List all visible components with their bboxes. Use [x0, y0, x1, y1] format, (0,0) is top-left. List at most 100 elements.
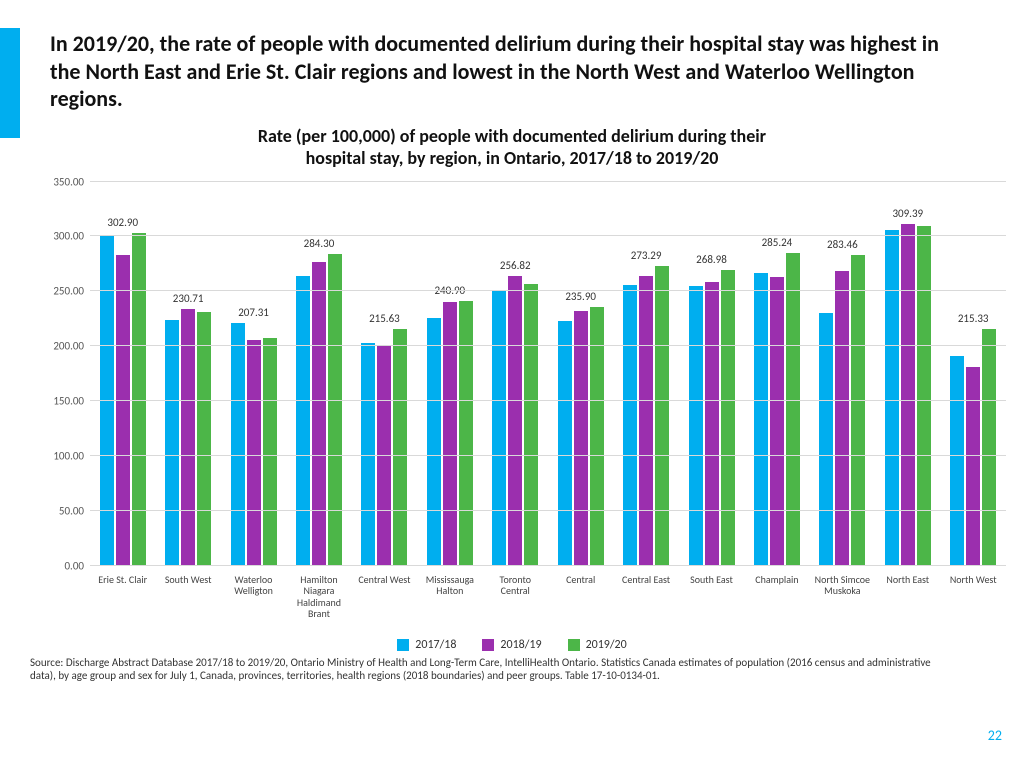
x-tick-label: South West	[155, 570, 220, 636]
y-tick-label: 200.00	[34, 340, 84, 353]
bar	[721, 270, 735, 565]
bar	[263, 338, 277, 565]
bar	[181, 309, 195, 566]
bar-group: 268.98	[679, 182, 744, 566]
bar-group: 235.90	[548, 182, 613, 566]
bar-group: 215.33	[940, 182, 1005, 566]
bar-group: 284.30	[286, 182, 351, 566]
x-tick-label: Hamilton Niagara Haldimand Brant	[286, 570, 351, 636]
x-tick-label: Central	[548, 570, 613, 636]
grid-line	[90, 565, 1006, 566]
bar	[623, 285, 637, 566]
bar	[165, 320, 179, 566]
x-tick-label: North West	[940, 570, 1005, 636]
x-tick-label: North Simcoe Muskoka	[810, 570, 875, 636]
bar	[492, 290, 506, 565]
bar	[247, 340, 261, 566]
bar-group: 273.29	[613, 182, 678, 566]
legend: 2017/18 2018/19 2019/20	[30, 638, 994, 652]
y-tick-label: 150.00	[34, 394, 84, 407]
bar	[966, 367, 980, 566]
value-label: 302.90	[90, 216, 155, 229]
bar	[574, 311, 588, 566]
value-label: 309.39	[875, 207, 940, 220]
y-tick-label: 100.00	[34, 449, 84, 462]
x-tick-label: Erie St. Clair	[90, 570, 155, 636]
legend-item: 2018/19	[482, 638, 541, 652]
legend-swatch	[568, 639, 580, 651]
chart-title-line2: hospital stay, by region, in Ontario, 20…	[306, 147, 719, 169]
bar	[754, 273, 768, 566]
legend-swatch	[397, 639, 409, 651]
bar	[835, 271, 849, 565]
headline-text: In 2019/20, the rate of people with docu…	[50, 30, 974, 113]
bar-group: 283.46	[810, 182, 875, 566]
grid-line	[90, 181, 1006, 182]
chart-title: Rate (per 100,000) of people with docume…	[30, 125, 994, 170]
bar-group: 215.63	[352, 182, 417, 566]
y-tick-label: 250.00	[34, 285, 84, 298]
value-label: 235.90	[548, 290, 613, 303]
bar-group: 230.71	[155, 182, 220, 566]
chart: 302.90 230.71207.31284.30215.63240.90256.…	[30, 176, 1010, 636]
source-text: Source: Discharge Abstract Database 2017…	[30, 656, 994, 684]
bar	[197, 312, 211, 565]
value-label: 273.29	[613, 249, 678, 262]
bar	[901, 224, 915, 565]
value-label: 268.98	[679, 253, 744, 266]
value-label: 215.33	[940, 312, 1005, 325]
plot-area: 302.90 230.71207.31284.30215.63240.90256.…	[90, 182, 1006, 566]
x-tick-label: Mississauga Halton	[417, 570, 482, 636]
x-tick-label: Central West	[352, 570, 417, 636]
slide: In 2019/20, the rate of people with docu…	[0, 0, 1024, 768]
value-label: 283.46	[810, 238, 875, 251]
grid-line	[90, 345, 1006, 346]
y-tick-label: 50.00	[34, 504, 84, 517]
legend-item: 2017/18	[397, 638, 456, 652]
bar	[312, 262, 326, 566]
y-tick-label: 300.00	[34, 230, 84, 243]
value-label: 256.82	[483, 259, 548, 272]
bar	[705, 282, 719, 565]
bar	[950, 356, 964, 566]
bar	[819, 313, 833, 565]
bar-group: 302.90	[90, 182, 155, 566]
bar	[558, 321, 572, 566]
x-tick-label: Champlain	[744, 570, 809, 636]
x-tick-label: Central East	[613, 570, 678, 636]
legend-label: 2019/20	[586, 638, 627, 652]
value-label: 215.63	[352, 312, 417, 325]
bar	[508, 276, 522, 566]
bar-group: 256.82	[483, 182, 548, 566]
legend-item: 2019/20	[568, 638, 627, 652]
bar	[393, 329, 407, 566]
bar-group: 285.24	[744, 182, 809, 566]
y-tick-label: 350.00	[34, 175, 84, 188]
grid-line	[90, 290, 1006, 291]
bar	[786, 253, 800, 566]
legend-label: 2017/18	[415, 638, 456, 652]
bar	[851, 255, 865, 566]
accent-bar	[0, 28, 20, 138]
bar	[689, 286, 703, 566]
bar-groups: 302.90 230.71207.31284.30215.63240.90256.…	[90, 182, 1006, 566]
bar-group: 240.90	[417, 182, 482, 566]
x-tick-label: Waterloo Welligton	[221, 570, 286, 636]
bar	[231, 323, 245, 565]
bar	[443, 302, 457, 565]
grid-line	[90, 235, 1006, 236]
legend-label: 2018/19	[500, 638, 541, 652]
page-number: 22	[988, 727, 1002, 744]
x-tick-label: South East	[679, 570, 744, 636]
grid-line	[90, 510, 1006, 511]
bar	[885, 230, 899, 566]
chart-title-line1: Rate (per 100,000) of people with docume…	[258, 125, 766, 147]
value-label: 207.31	[221, 306, 286, 319]
grid-line	[90, 455, 1006, 456]
value-label: 230.71	[155, 292, 220, 305]
bar	[328, 254, 342, 566]
bar	[524, 284, 538, 566]
bar-group: 207.31	[221, 182, 286, 566]
bar	[655, 266, 669, 566]
y-tick-label: 0.00	[34, 559, 84, 572]
